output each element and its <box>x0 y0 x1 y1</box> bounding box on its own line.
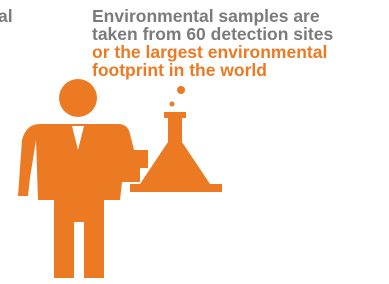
bubble <box>170 102 175 107</box>
infographic: al Environmental samples are taken from … <box>0 0 389 284</box>
page: al Environmental samples are taken from … <box>0 0 389 284</box>
caption-line: taken from 60 detection sites <box>92 24 333 44</box>
body <box>18 124 148 278</box>
caption-line: or the largest environmental <box>92 42 327 62</box>
caption-line: Environmental samples are <box>92 6 320 26</box>
fragment-text: al <box>0 6 13 26</box>
scientist-icon <box>18 79 222 278</box>
bubble <box>177 86 185 94</box>
head <box>59 79 97 117</box>
caption-line: footprint in the world <box>92 60 267 80</box>
